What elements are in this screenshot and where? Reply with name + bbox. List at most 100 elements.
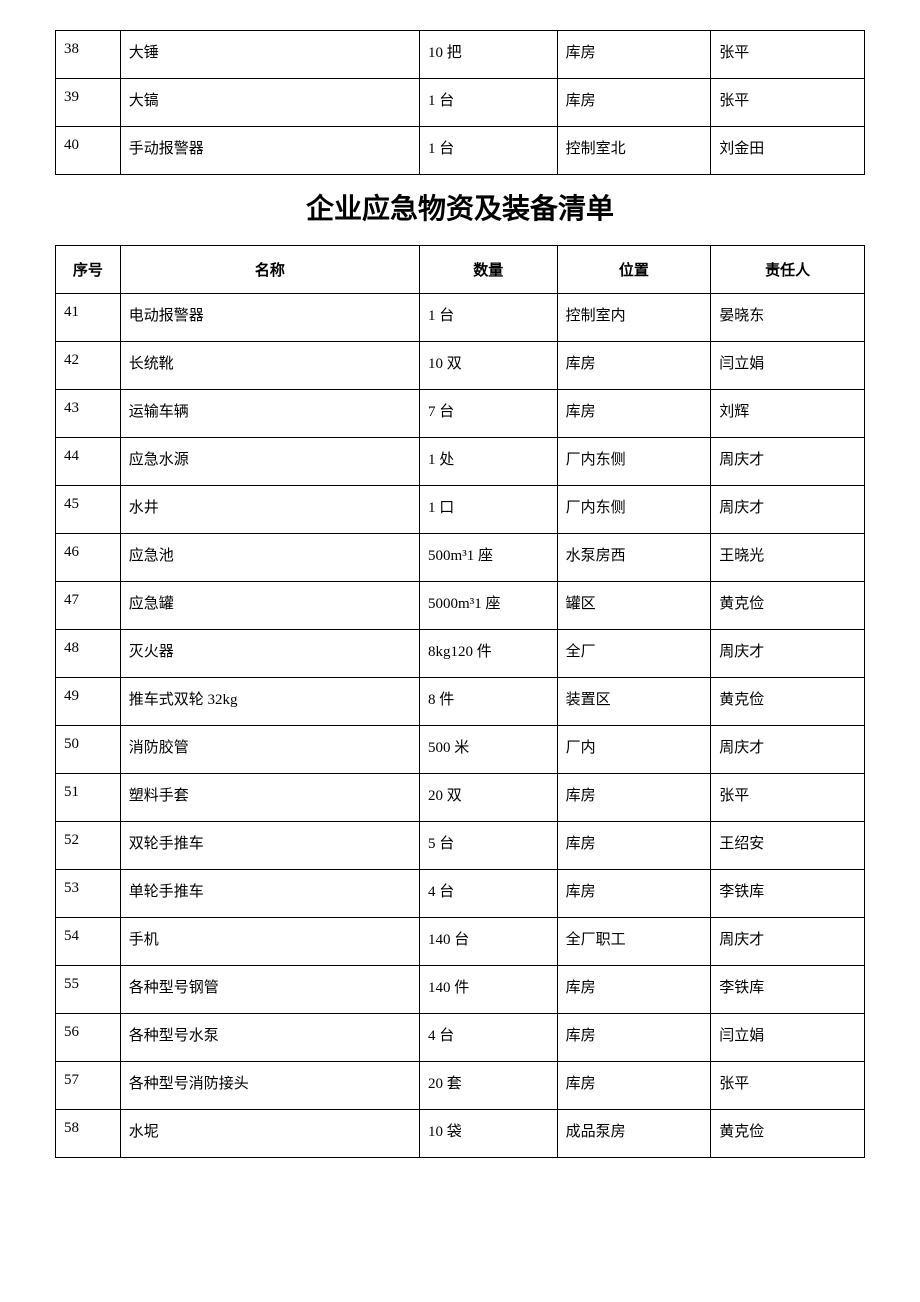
- cell-person: 周庆才: [711, 486, 865, 534]
- header-person: 责任人: [711, 246, 865, 294]
- cell-qty: 500m³1 座: [420, 534, 558, 582]
- cell-qty: 1 处: [420, 438, 558, 486]
- cell-seq: 43: [56, 390, 121, 438]
- cell-qty: 10 双: [420, 342, 558, 390]
- cell-person: 张平: [711, 1062, 865, 1110]
- cell-name: 应急池: [120, 534, 419, 582]
- header-loc: 位置: [557, 246, 711, 294]
- cell-qty: 5 台: [420, 822, 558, 870]
- cell-qty: 10 把: [420, 31, 558, 79]
- cell-name: 运输车辆: [120, 390, 419, 438]
- cell-loc: 全厂职工: [557, 918, 711, 966]
- cell-seq: 55: [56, 966, 121, 1014]
- table-row: 38 大锤 10 把 库房 张平: [56, 31, 865, 79]
- cell-seq: 49: [56, 678, 121, 726]
- cell-seq: 58: [56, 1110, 121, 1158]
- cell-seq: 42: [56, 342, 121, 390]
- table-row: 56各种型号水泵4 台库房闫立娟: [56, 1014, 865, 1062]
- cell-loc: 库房: [557, 1062, 711, 1110]
- cell-person: 周庆才: [711, 726, 865, 774]
- cell-person: 王绍安: [711, 822, 865, 870]
- cell-seq: 57: [56, 1062, 121, 1110]
- table-row: 51塑料手套20 双库房张平: [56, 774, 865, 822]
- cell-qty: 4 台: [420, 1014, 558, 1062]
- cell-name: 应急罐: [120, 582, 419, 630]
- cell-seq: 47: [56, 582, 121, 630]
- table-row: 58水坭10 袋成品泵房黄克俭: [56, 1110, 865, 1158]
- cell-seq: 52: [56, 822, 121, 870]
- cell-qty: 140 台: [420, 918, 558, 966]
- cell-seq: 45: [56, 486, 121, 534]
- table-row: 45水井1 口厂内东侧周庆才: [56, 486, 865, 534]
- cell-person: 周庆才: [711, 630, 865, 678]
- cell-name: 水井: [120, 486, 419, 534]
- cell-qty: 10 袋: [420, 1110, 558, 1158]
- cell-seq: 40: [56, 127, 121, 175]
- cell-qty: 8 件: [420, 678, 558, 726]
- cell-name: 塑料手套: [120, 774, 419, 822]
- cell-qty: 8kg120 件: [420, 630, 558, 678]
- header-row: 序号 名称 数量 位置 责任人: [56, 246, 865, 294]
- cell-qty: 5000m³1 座: [420, 582, 558, 630]
- cell-qty: 7 台: [420, 390, 558, 438]
- cell-person: 黄克俭: [711, 678, 865, 726]
- cell-name: 推车式双轮 32kg: [120, 678, 419, 726]
- table-row: 41电动报警器1 台控制室内晏晓东: [56, 294, 865, 342]
- top-table-body: 38 大锤 10 把 库房 张平 39 大镐 1 台 库房 张平 40 手动报警…: [56, 31, 865, 175]
- cell-qty: 500 米: [420, 726, 558, 774]
- cell-seq: 44: [56, 438, 121, 486]
- cell-name: 各种型号钢管: [120, 966, 419, 1014]
- cell-name: 双轮手推车: [120, 822, 419, 870]
- cell-qty: 1 口: [420, 486, 558, 534]
- table-row: 43运输车辆7 台库房刘辉: [56, 390, 865, 438]
- cell-loc: 厂内东侧: [557, 486, 711, 534]
- table-row: 48灭火器8kg120 件全厂周庆才: [56, 630, 865, 678]
- main-inventory-table: 序号 名称 数量 位置 责任人 41电动报警器1 台控制室内晏晓东42长统靴10…: [55, 245, 865, 1158]
- cell-person: 周庆才: [711, 438, 865, 486]
- table-row: 46应急池500m³1 座水泵房西王晓光: [56, 534, 865, 582]
- cell-loc: 控制室内: [557, 294, 711, 342]
- table-row: 42长统靴10 双库房闫立娟: [56, 342, 865, 390]
- cell-qty: 1 台: [420, 294, 558, 342]
- table-row: 50消防胶管500 米厂内周庆才: [56, 726, 865, 774]
- cell-name: 消防胶管: [120, 726, 419, 774]
- cell-seq: 46: [56, 534, 121, 582]
- cell-loc: 库房: [557, 1014, 711, 1062]
- cell-seq: 53: [56, 870, 121, 918]
- cell-loc: 库房: [557, 966, 711, 1014]
- cell-name: 各种型号消防接头: [120, 1062, 419, 1110]
- cell-name: 手机: [120, 918, 419, 966]
- cell-person: 李铁库: [711, 966, 865, 1014]
- cell-seq: 38: [56, 31, 121, 79]
- top-continuation-table: 38 大锤 10 把 库房 张平 39 大镐 1 台 库房 张平 40 手动报警…: [55, 30, 865, 175]
- cell-loc: 库房: [557, 822, 711, 870]
- cell-name: 大锤: [120, 31, 419, 79]
- cell-person: 刘辉: [711, 390, 865, 438]
- cell-name: 应急水源: [120, 438, 419, 486]
- header-qty: 数量: [420, 246, 558, 294]
- cell-loc: 装置区: [557, 678, 711, 726]
- cell-name: 各种型号水泵: [120, 1014, 419, 1062]
- cell-qty: 4 台: [420, 870, 558, 918]
- cell-seq: 54: [56, 918, 121, 966]
- table-row: 40 手动报警器 1 台 控制室北 刘金田: [56, 127, 865, 175]
- cell-person: 黄克俭: [711, 582, 865, 630]
- table-row: 47应急罐5000m³1 座罐区黄克俭: [56, 582, 865, 630]
- table-row: 52双轮手推车5 台库房王绍安: [56, 822, 865, 870]
- cell-loc: 库房: [557, 31, 711, 79]
- cell-seq: 39: [56, 79, 121, 127]
- cell-loc: 库房: [557, 390, 711, 438]
- header-seq: 序号: [56, 246, 121, 294]
- page-title: 企业应急物资及装备清单: [55, 187, 865, 227]
- cell-person: 李铁库: [711, 870, 865, 918]
- cell-loc: 库房: [557, 774, 711, 822]
- table-row: 53单轮手推车4 台库房李铁库: [56, 870, 865, 918]
- main-table-header: 序号 名称 数量 位置 责任人: [56, 246, 865, 294]
- table-row: 54手机140 台全厂职工周庆才: [56, 918, 865, 966]
- cell-person: 黄克俭: [711, 1110, 865, 1158]
- cell-qty: 140 件: [420, 966, 558, 1014]
- table-row: 39 大镐 1 台 库房 张平: [56, 79, 865, 127]
- cell-name: 大镐: [120, 79, 419, 127]
- cell-loc: 全厂: [557, 630, 711, 678]
- cell-loc: 库房: [557, 342, 711, 390]
